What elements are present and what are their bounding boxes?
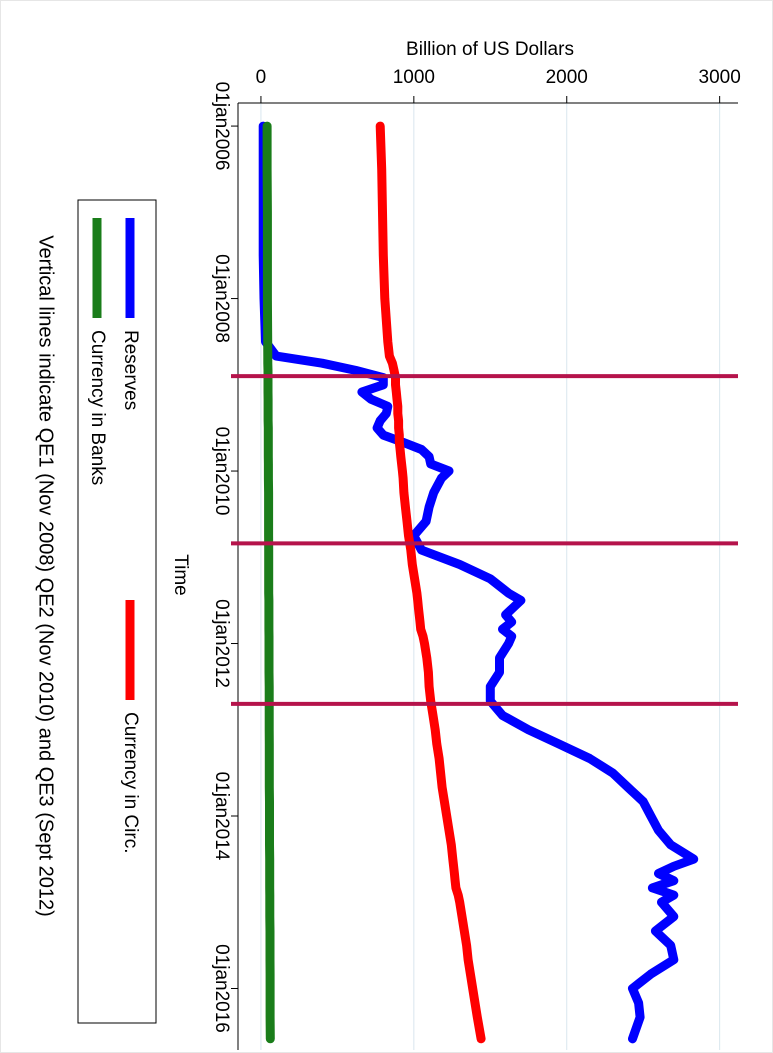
y-tick-label: 0 [256,67,267,88]
x-axis-label: Time [170,554,191,596]
chart-title: Billion of US Dollars [406,39,574,60]
series-line [375,121,486,1044]
y-tick-label: 3000 [699,67,741,88]
y-tick-label: 2000 [546,67,588,88]
y-tick-label: 1000 [393,67,435,88]
series-line [258,121,699,1044]
legend-label: Currency in Banks [87,330,108,485]
x-tick-label: 01jan2008 [211,254,232,343]
x-tick-label: 01jan2010 [211,427,232,516]
x-tick-label: 01jan2014 [211,772,232,861]
series-line [262,121,275,1044]
x-tick-label: 01jan2016 [211,944,232,1033]
x-tick-label: 01jan2006 [211,82,232,171]
legend-label: Reserves [120,330,141,410]
x-tick-label: 01jan2012 [211,599,232,688]
legend-label: Currency in Circ. [120,712,141,853]
annotation: Vertical lines indicate QE1 (Nov 2008) Q… [35,235,57,916]
legend-box [77,199,157,1024]
